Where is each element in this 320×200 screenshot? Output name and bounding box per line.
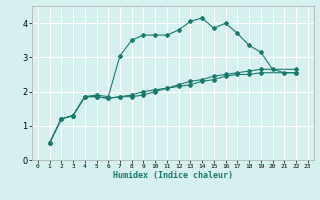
X-axis label: Humidex (Indice chaleur): Humidex (Indice chaleur) [113, 171, 233, 180]
